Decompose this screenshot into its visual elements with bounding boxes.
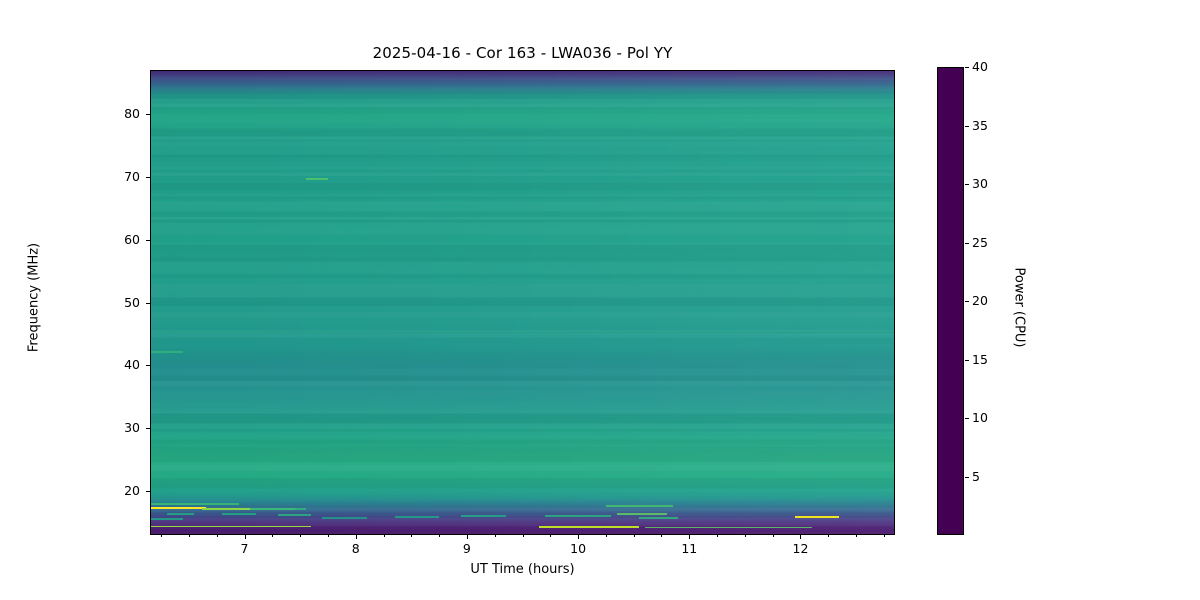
x-axis-minor-tick (327, 535, 329, 537)
colorbar-tick-label: 40 (972, 59, 988, 74)
y-axis-tick-label: 30 (124, 420, 140, 436)
x-axis-tick (466, 535, 468, 539)
x-axis-minor-tick (272, 535, 274, 537)
rfi-streak (794, 515, 840, 518)
colorbar-tick (965, 184, 969, 185)
x-axis-tick (800, 535, 802, 539)
rfi-streak (544, 514, 612, 517)
x-axis-tick-label: 10 (570, 541, 587, 556)
rfi-streak (222, 512, 256, 515)
colorbar-tick-label: 20 (972, 293, 988, 308)
y-axis-tick (146, 239, 150, 241)
rfi-streak (461, 515, 506, 518)
colorbar-tick-label: 25 (972, 234, 988, 250)
colorbar-tick (965, 125, 969, 127)
colorbar-tick (965, 67, 969, 68)
colorbar-tick (965, 418, 969, 419)
x-axis-minor-tick (772, 535, 774, 537)
x-axis-tick (689, 535, 691, 539)
frequency-band-gradient (150, 70, 895, 535)
colorbar-tick-label: 10 (972, 410, 988, 425)
colorbar-tick-label: 35 (972, 117, 988, 133)
y-axis-tick (146, 365, 150, 367)
rfi-streak (605, 505, 673, 508)
x-axis-minor-tick (661, 535, 663, 537)
rfi-streak (150, 517, 184, 520)
colorbar-tick (965, 242, 969, 244)
colorbar-tick (965, 301, 969, 302)
rfi-streak (644, 527, 812, 529)
spectrogram-image (150, 70, 895, 535)
x-axis-minor-tick (828, 535, 830, 537)
y-axis-tick (146, 176, 150, 178)
rfi-streak (617, 513, 668, 516)
x-axis-minor-tick (522, 535, 524, 537)
y-axis-tick-label: 50 (124, 294, 140, 310)
x-axis-minor-tick (161, 535, 163, 537)
x-axis-minor-tick (216, 535, 218, 537)
x-axis-minor-tick (550, 535, 552, 537)
y-axis-tick (146, 491, 150, 492)
x-axis-minor-tick (439, 535, 441, 537)
x-axis-tick (578, 535, 580, 539)
x-axis-minor-tick (744, 535, 746, 537)
rfi-streak (166, 513, 195, 516)
x-axis-minor-tick (411, 535, 413, 537)
y-axis-tick-label: 40 (124, 357, 140, 373)
rfi-streak (150, 502, 239, 505)
rfi-streak (539, 526, 640, 529)
y-axis-tick-label: 20 (124, 483, 140, 498)
rfi-streak (639, 517, 679, 520)
rfi-streak (250, 507, 306, 510)
y-axis-tick (146, 113, 150, 115)
x-axis-minor-tick (633, 535, 635, 537)
colorbar-tick-label: 5 (972, 468, 980, 484)
colorbar-tick (965, 476, 969, 478)
x-axis-minor-tick (856, 535, 858, 537)
x-axis-tick (244, 535, 246, 539)
x-axis-minor-tick (383, 535, 385, 537)
rfi-streak (394, 516, 440, 519)
rfi-streak (150, 506, 206, 509)
y-axis-tick-label: 60 (124, 231, 140, 247)
colorbar-tick-label: 15 (972, 351, 988, 367)
y-axis-label: Frequency (MHz) (26, 242, 42, 353)
rfi-streak (150, 331, 895, 333)
y-axis-tick (146, 302, 150, 304)
x-axis-minor-tick (300, 535, 302, 537)
colorbar-tick (965, 359, 969, 361)
horizontal-banding-texture (150, 70, 895, 535)
rfi-streak (202, 508, 295, 511)
colorbar (937, 67, 964, 535)
x-axis-minor-tick (494, 535, 496, 537)
x-axis-minor-tick (188, 535, 190, 537)
rfi-streak (150, 525, 312, 527)
x-axis-tick-label: 8 (351, 541, 360, 556)
colorbar-tick-label: 30 (972, 176, 988, 191)
rfi-streak (150, 351, 184, 354)
y-axis-tick (146, 428, 150, 430)
rfi-streak-layer (150, 70, 895, 535)
x-axis-tick-label: 12 (792, 541, 809, 556)
x-axis-minor-tick (883, 535, 885, 537)
plot-title: 2025-04-16 - Cor 163 - LWA036 - Pol YY (372, 44, 673, 62)
x-axis-tick-label: 7 (240, 541, 249, 556)
rfi-streak (277, 513, 312, 516)
colorbar-label: Power (CPU) (1011, 267, 1027, 348)
rfi-streak (305, 178, 328, 181)
x-axis-tick (355, 535, 357, 539)
colorbar-gradient (938, 68, 963, 534)
x-axis-tick-label: 9 (462, 541, 471, 556)
y-axis-tick-label: 80 (124, 105, 140, 121)
time-brightening-overlay (150, 70, 895, 535)
x-axis-tick-label: 11 (681, 541, 698, 556)
x-axis-label: UT Time (hours) (470, 562, 575, 577)
y-axis-tick-label: 70 (124, 168, 140, 184)
x-axis-minor-tick (605, 535, 607, 537)
x-axis-minor-tick (717, 535, 719, 537)
rfi-streak (322, 517, 367, 520)
